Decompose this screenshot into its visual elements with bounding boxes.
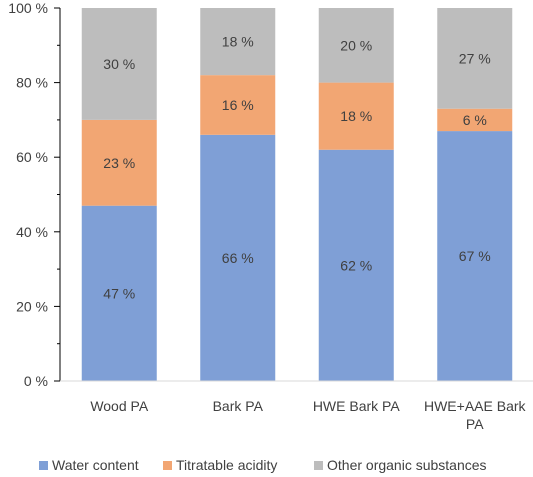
bar-segment: [200, 8, 276, 76]
bar-segment: [200, 134, 276, 381]
data-label: 27 %: [459, 50, 491, 66]
bar-segment: [437, 108, 513, 132]
data-label: 62 %: [340, 257, 372, 273]
x-category-label: HWE Bark PA: [313, 398, 401, 414]
legend-label: Water content: [52, 457, 139, 473]
bar-segment: [318, 149, 394, 381]
legend-label: Other organic substances: [327, 457, 487, 473]
data-label: 18 %: [340, 108, 372, 124]
bar-segment: [200, 75, 276, 135]
bar-segment: [318, 82, 394, 150]
data-label: 47 %: [103, 285, 135, 301]
legend-swatch: [314, 461, 323, 470]
y-tick-label: 60 %: [16, 149, 48, 165]
x-category-label-line: HWE Bark PA: [313, 398, 401, 414]
y-tick-label: 20 %: [16, 298, 48, 314]
bar-segment: [81, 8, 157, 120]
x-category-label: Bark PA: [213, 398, 264, 414]
data-label: 66 %: [222, 250, 254, 266]
legend-label: Titratable acidity: [176, 457, 277, 473]
y-tick-label: 100 %: [8, 0, 48, 16]
x-category-label-line: Bark PA: [213, 398, 264, 414]
data-label: 30 %: [103, 56, 135, 72]
x-category-label-line: Wood PA: [90, 398, 149, 414]
data-label: 16 %: [222, 97, 254, 113]
y-tick-label: 0 %: [24, 373, 48, 389]
x-category-label: Wood PA: [90, 398, 149, 414]
bar-segment: [81, 205, 157, 381]
x-category-label-line: PA: [466, 416, 484, 432]
bar-segment: [318, 8, 394, 83]
data-label: 20 %: [340, 37, 372, 53]
y-tick-label: 40 %: [16, 224, 48, 240]
data-label: 67 %: [459, 248, 491, 264]
legend-swatch: [39, 461, 48, 470]
y-tick-label: 80 %: [16, 75, 48, 91]
bar-segment: [437, 131, 513, 381]
legend-swatch: [163, 461, 172, 470]
x-category-label: HWE+AAE Bark PA: [424, 398, 527, 432]
data-label: 6 %: [463, 112, 487, 128]
x-category-label-line: HWE+AAE Bark: [424, 398, 527, 414]
bar-segment: [437, 8, 513, 109]
bar-segment: [81, 119, 157, 206]
data-label: 23 %: [103, 155, 135, 171]
data-label: 18 %: [222, 34, 254, 50]
